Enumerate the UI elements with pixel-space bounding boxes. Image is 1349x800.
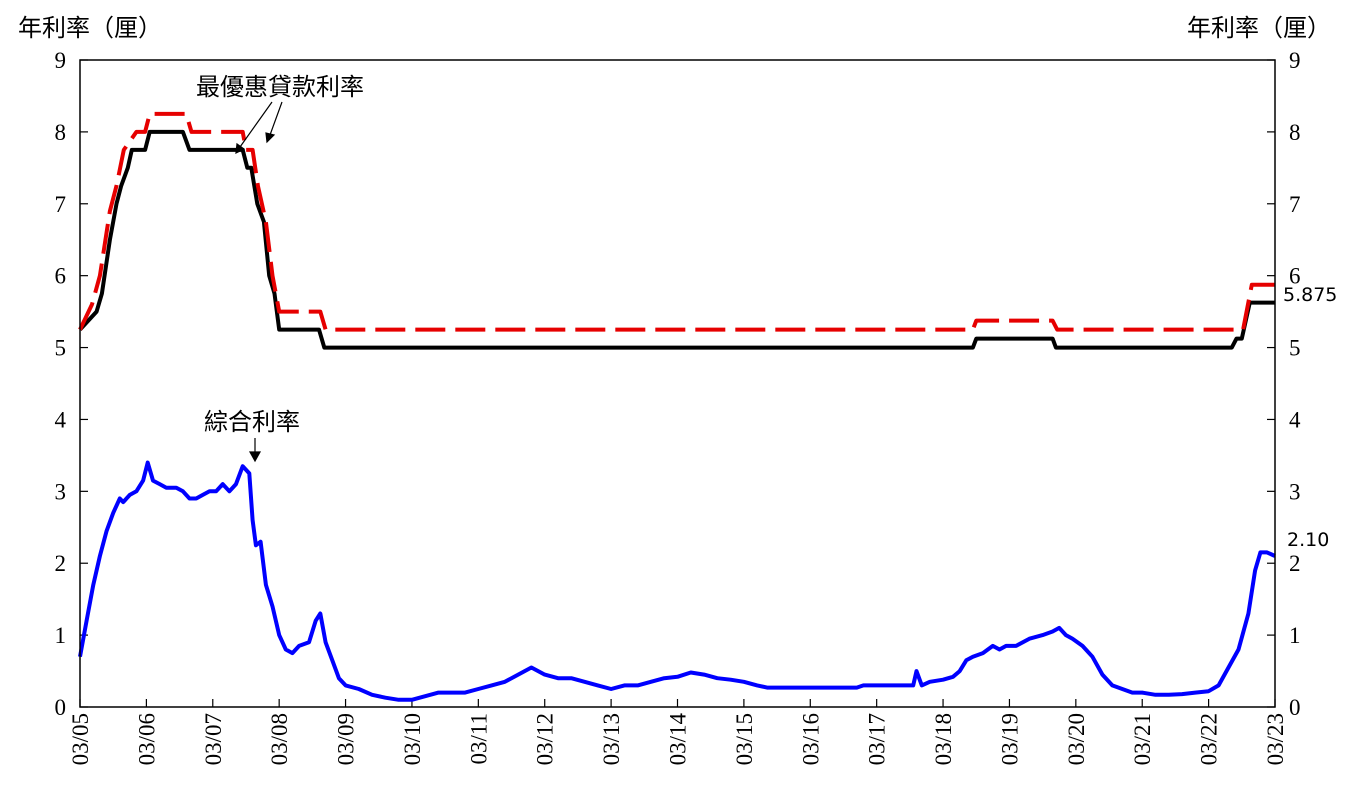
y-tick-label-right: 1 <box>1289 623 1301 648</box>
x-tick-label: 03/23 <box>1263 713 1288 765</box>
y-tick-label-left: 4 <box>55 407 67 432</box>
prime-rate-arrows <box>235 101 283 155</box>
x-tick-label: 03/10 <box>400 713 425 765</box>
x-tick-label: 03/20 <box>1064 713 1089 765</box>
y-tick-label-left: 3 <box>55 479 67 504</box>
composite-rate-arrow <box>248 438 262 463</box>
x-tick-label: 03/11 <box>466 713 491 765</box>
y-tick-label-left: 8 <box>55 120 67 145</box>
x-tick-label: 03/12 <box>533 713 558 765</box>
x-tick-label: 03/08 <box>267 713 292 765</box>
y-tick-label-right: 6 <box>1289 264 1301 289</box>
x-tick-label: 03/09 <box>334 713 359 765</box>
y-tick-label-left: 0 <box>55 695 67 720</box>
y-tick-label-left: 5 <box>55 336 67 361</box>
y-tick-label-left: 6 <box>55 264 67 289</box>
x-tick-label: 03/14 <box>666 713 691 766</box>
x-tick-label: 03/22 <box>1197 713 1222 765</box>
x-tick-label: 03/18 <box>931 713 956 765</box>
x-tick-label: 03/21 <box>1130 713 1155 765</box>
y-tick-label-left: 9 <box>55 48 67 73</box>
y-tick-label-right: 8 <box>1289 120 1301 145</box>
x-tick-label: 03/17 <box>865 713 890 765</box>
y-tick-label-left: 7 <box>55 192 67 217</box>
ticks-layer: 0 0 1 1 2 2 3 3 4 4 5 5 6 6 7 7 8 8 9 9 03/05 03/06 03/07 03/08… <box>55 48 1302 765</box>
x-tick-label: 03/19 <box>997 713 1022 765</box>
prime-rate-line-2 <box>78 111 1275 332</box>
y-tick-label-right: 5 <box>1289 336 1301 361</box>
composite-rate-end-label: 2.10 <box>1287 529 1329 551</box>
y-tick-label-right: 7 <box>1289 192 1301 217</box>
prime-rate-end-label: 5.875 <box>1283 284 1337 306</box>
y-axis-title-right: 年利率（厘） <box>1187 14 1331 42</box>
series-layer <box>78 111 1276 702</box>
x-tick-label: 03/05 <box>68 713 93 765</box>
y-axis-title-left: 年利率（厘） <box>18 14 162 42</box>
y-tick-label-right: 0 <box>1289 695 1301 720</box>
y-tick-label-right: 9 <box>1289 48 1301 73</box>
y-tick-label-left: 1 <box>55 623 67 648</box>
x-tick-label: 03/07 <box>201 713 226 765</box>
prime-rate-line-1 <box>78 129 1275 350</box>
composite-rate-annotation: 綜合利率 <box>204 408 300 436</box>
composite-rate-line <box>78 460 1276 702</box>
y-tick-label-right: 3 <box>1289 479 1301 504</box>
y-tick-label-left: 2 <box>55 551 67 576</box>
x-tick-label: 03/06 <box>134 713 159 765</box>
x-tick-label: 03/13 <box>599 713 624 765</box>
plot-frame <box>79 59 1276 708</box>
y-tick-label-right: 2 <box>1289 551 1301 576</box>
x-tick-label: 03/16 <box>798 713 823 765</box>
x-tick-label: 03/15 <box>732 713 757 765</box>
y-tick-label-right: 4 <box>1289 407 1301 432</box>
prime-rate-annotation: 最優惠貸款利率 <box>196 73 364 101</box>
